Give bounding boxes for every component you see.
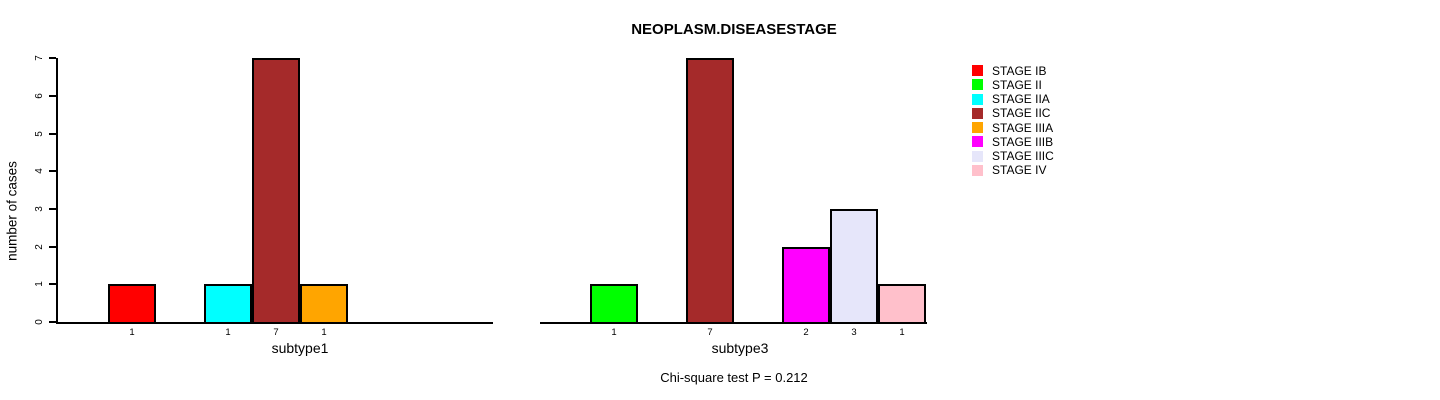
legend-swatch xyxy=(972,65,983,76)
chi-square-note: Chi-square test P = 0.212 xyxy=(660,370,808,385)
bar-count-label: 1 xyxy=(225,327,231,338)
y-axis-tick xyxy=(49,321,56,323)
y-axis-tick xyxy=(49,283,56,286)
bar-count-label: 2 xyxy=(803,327,809,338)
bar-count-label: 1 xyxy=(321,327,327,338)
legend-label: STAGE IIIB xyxy=(992,134,1054,149)
legend-swatch xyxy=(972,107,983,119)
y-axis-tick-label: 0 xyxy=(34,319,45,325)
y-axis-tick-label: 5 xyxy=(34,130,45,137)
y-axis-tick-label: 1 xyxy=(34,281,45,288)
bar-count-label: 1 xyxy=(899,327,905,338)
y-axis-tick xyxy=(49,207,56,210)
legend-swatch xyxy=(972,122,983,133)
legend-label: STAGE II xyxy=(992,77,1042,92)
legend-swatch xyxy=(972,150,983,162)
y-axis-tick xyxy=(49,245,56,248)
legend-label: STAGE IB xyxy=(992,63,1047,78)
bar-stage-iic xyxy=(252,58,300,324)
legend-swatch xyxy=(972,79,983,91)
legend-swatch xyxy=(972,136,983,148)
legend-swatch xyxy=(972,164,983,176)
y-axis-tick-label: 6 xyxy=(34,93,45,99)
y-axis-tick-label: 3 xyxy=(34,206,45,212)
bar-stage-iiib xyxy=(782,247,830,324)
bar-count-label: 1 xyxy=(129,327,135,338)
bar-stage-iiia xyxy=(300,284,348,324)
bar-count-label: 1 xyxy=(611,327,617,338)
bar-stage-iia xyxy=(204,284,252,324)
y-axis-tick-label: 7 xyxy=(34,55,45,61)
y-axis-tick xyxy=(49,132,56,135)
legend-label: STAGE IV xyxy=(992,163,1047,178)
legend-swatch xyxy=(972,93,983,105)
x-axis-label: subtype1 xyxy=(271,340,329,356)
bar-stage-iic xyxy=(686,58,734,324)
y-axis-tick xyxy=(49,94,56,97)
bar-stage-iv xyxy=(878,284,926,324)
bar-count-label: 7 xyxy=(273,327,279,338)
bar-count-label: 7 xyxy=(707,327,713,338)
y-axis-tick-label: 4 xyxy=(34,168,45,174)
bar-stage-iiic xyxy=(830,209,878,324)
legend-label: STAGE IIA xyxy=(992,92,1050,106)
x-axis-label: subtype3 xyxy=(711,340,769,356)
y-axis-tick-label: 2 xyxy=(34,243,45,250)
legend-label: STAGE IIIC xyxy=(992,149,1054,163)
chart-title: NEOPLASM.DISEASESTAGE xyxy=(631,21,837,38)
y-axis-tick xyxy=(49,170,56,173)
bar-stage-ii xyxy=(590,284,638,324)
y-axis-label: number of cases xyxy=(4,161,20,261)
bar-count-label: 3 xyxy=(851,327,857,338)
y-axis-line xyxy=(56,58,58,324)
legend-label: STAGE IIIA xyxy=(992,120,1054,135)
legend-label: STAGE IIC xyxy=(992,106,1051,121)
y-axis-tick xyxy=(49,57,56,60)
bar-stage-ib xyxy=(108,284,156,324)
